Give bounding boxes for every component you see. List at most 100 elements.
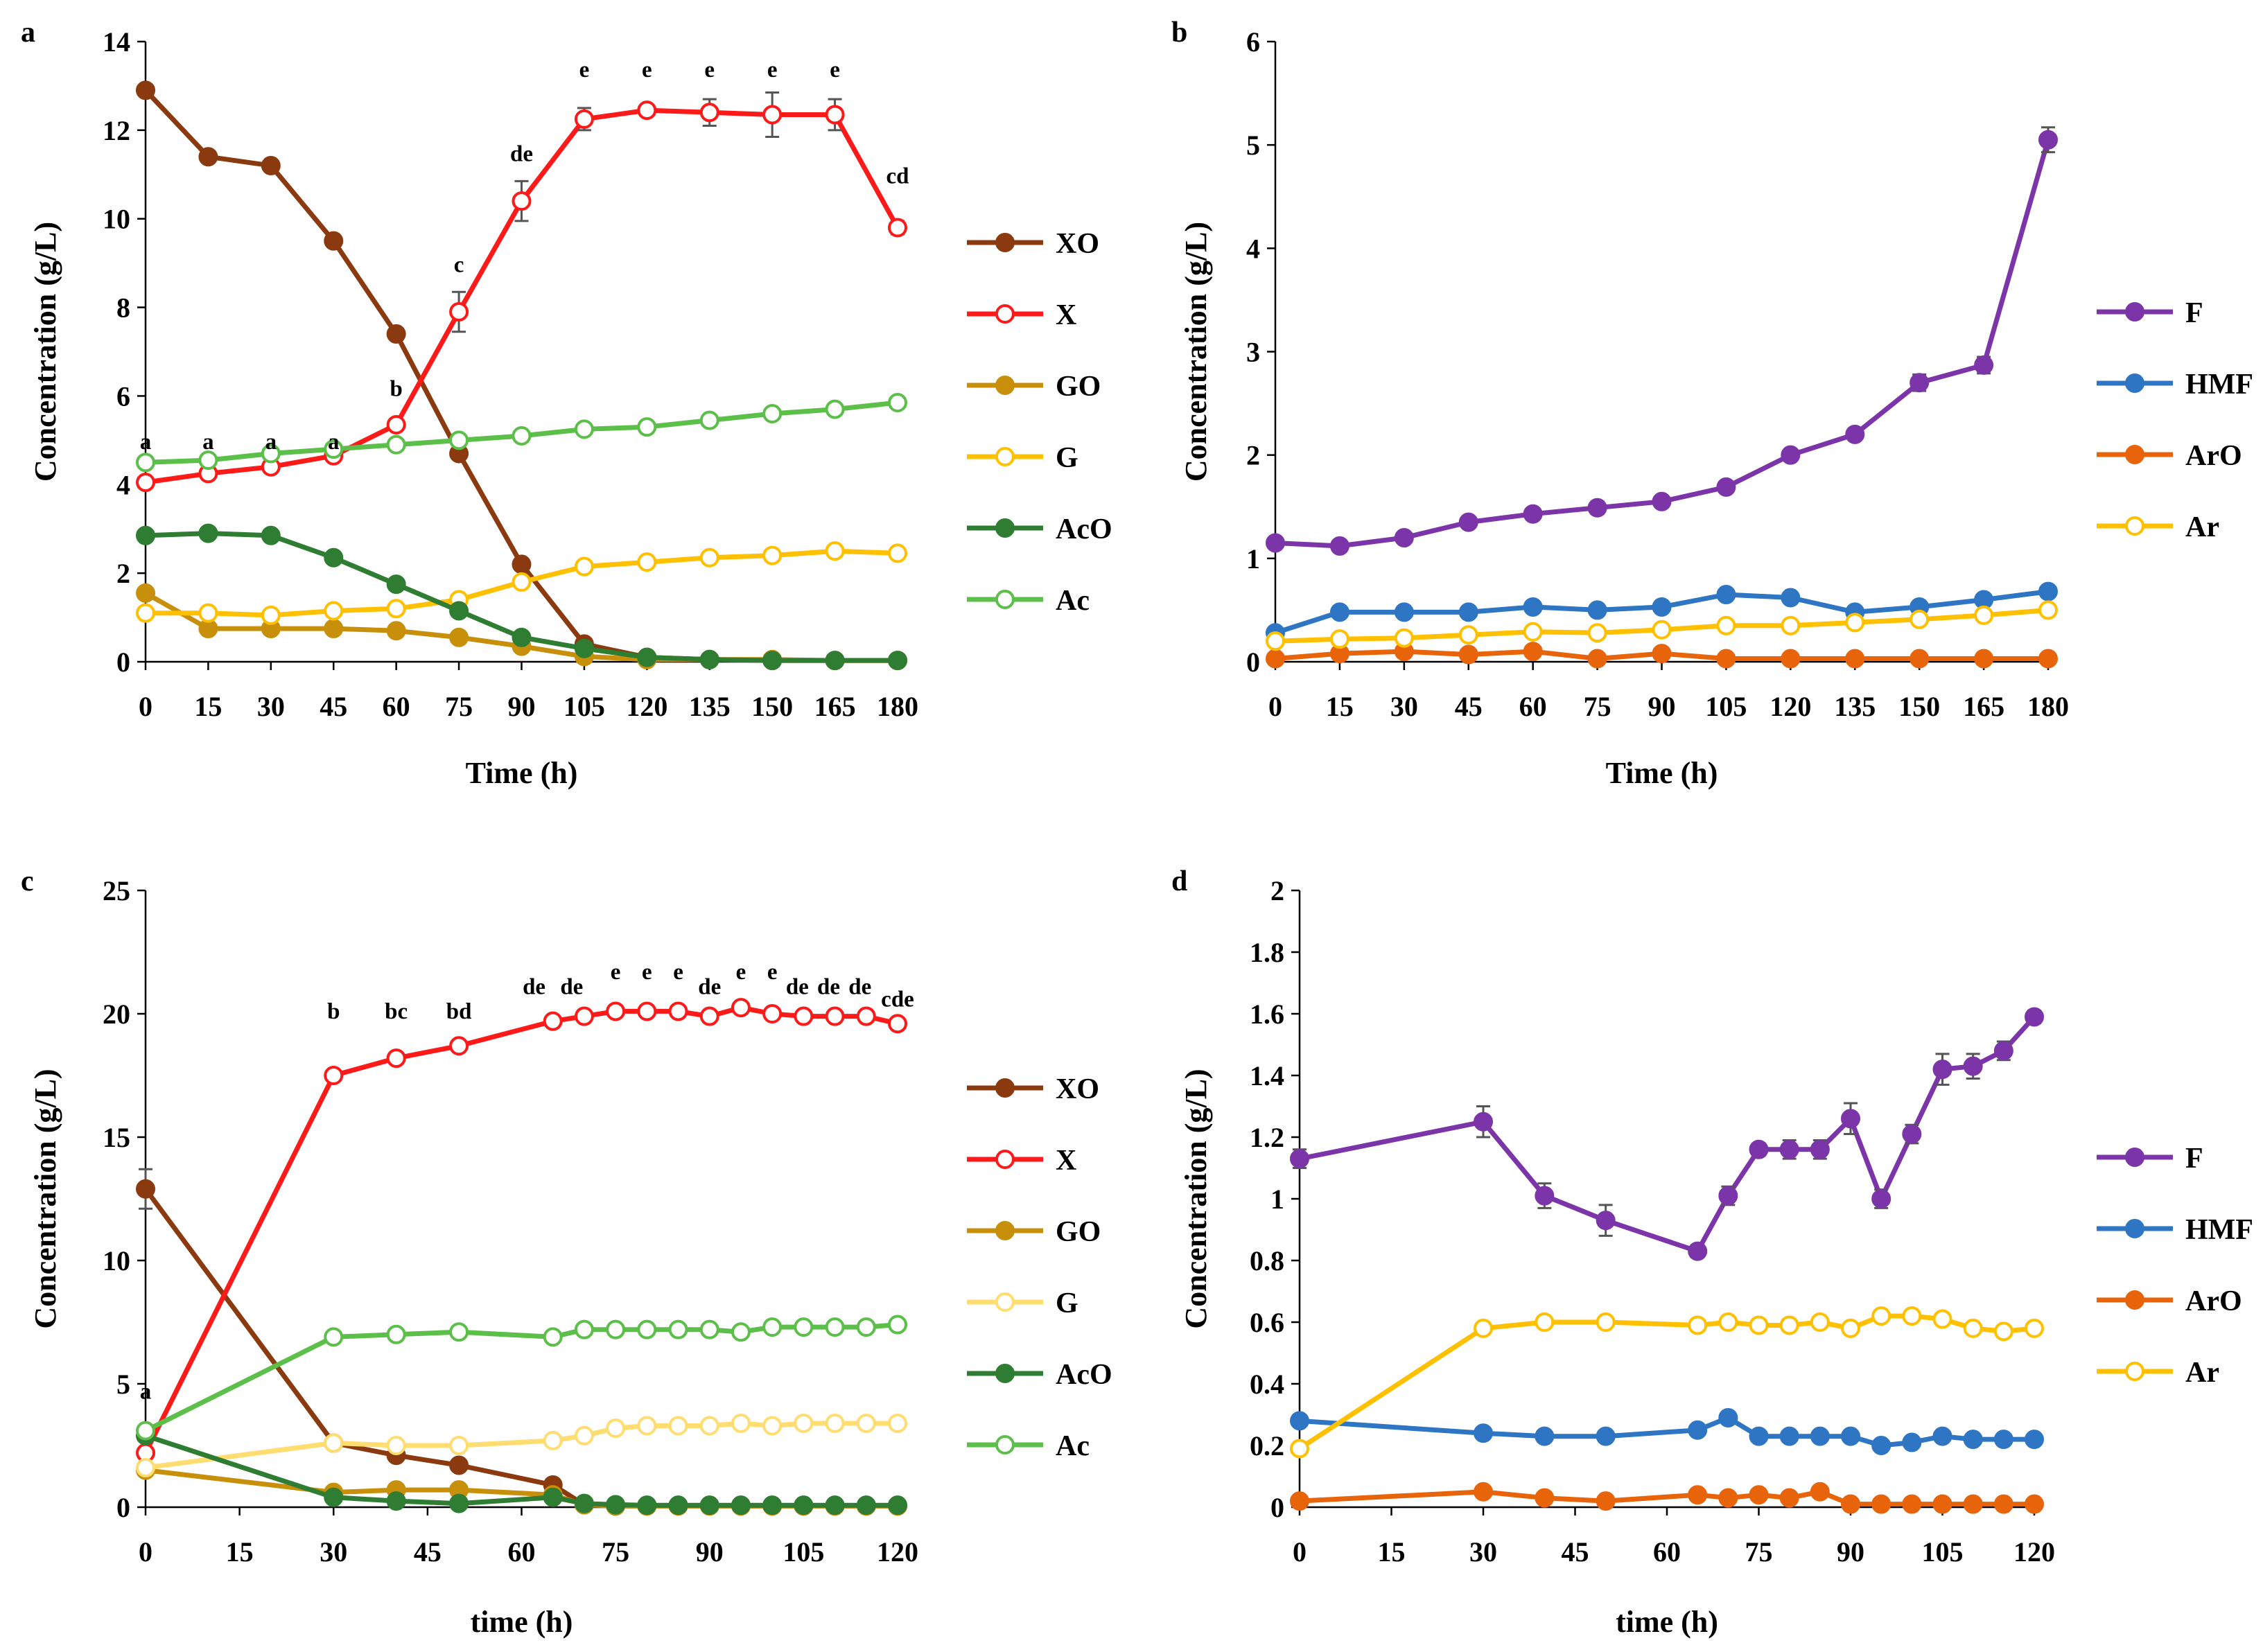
data-point xyxy=(699,547,719,568)
data-point xyxy=(198,450,218,471)
data-point xyxy=(637,1416,657,1436)
significance-label: e xyxy=(579,58,590,82)
significance-label: b xyxy=(390,376,402,401)
x-tick-label: 150 xyxy=(751,691,793,722)
y-axis-title: Concentration (g/L) xyxy=(1179,222,1213,482)
significance-label: de xyxy=(848,975,871,1000)
data-point xyxy=(1841,1318,1860,1338)
significance-label: e xyxy=(767,960,778,985)
legend-entry-xo: XO xyxy=(967,1073,1099,1105)
data-point xyxy=(136,583,155,603)
data-point xyxy=(1910,373,1930,393)
data-point xyxy=(1781,588,1801,608)
data-point xyxy=(136,1421,155,1441)
x-tick-label: 90 xyxy=(1837,1536,1864,1567)
data-point xyxy=(386,1324,406,1344)
y-tick-label: 14 xyxy=(103,26,130,58)
series-f xyxy=(1290,1007,2044,1261)
data-point xyxy=(261,605,281,625)
data-point xyxy=(1779,1139,1799,1159)
x-tick-label: 60 xyxy=(1519,691,1547,722)
legend-label: GO xyxy=(1056,1216,1101,1248)
data-point xyxy=(606,1001,626,1021)
data-point xyxy=(606,1418,626,1439)
x-axis-title: time (h) xyxy=(471,1605,573,1639)
data-point xyxy=(512,191,532,211)
x-tick-label: 0 xyxy=(139,691,152,722)
data-point xyxy=(637,1001,657,1021)
y-tick-label: 2 xyxy=(1270,875,1284,906)
series-line-f xyxy=(1275,139,2051,549)
x-tick-label: 90 xyxy=(696,1536,724,1567)
data-point xyxy=(1688,1315,1708,1335)
series-line-ac xyxy=(144,1322,898,1433)
data-point xyxy=(762,1495,783,1515)
data-point xyxy=(136,603,155,623)
data-point xyxy=(888,1014,907,1034)
legend-marker xyxy=(2125,302,2144,322)
legend-marker xyxy=(2125,1219,2144,1238)
data-point xyxy=(762,404,783,423)
significance-label: e xyxy=(830,58,840,82)
legend-entry-go: GO xyxy=(967,371,1101,403)
legend-marker xyxy=(995,1078,1015,1098)
legend-label: Ar xyxy=(2185,511,2219,543)
data-point xyxy=(1535,1488,1555,1508)
x-tick-label: 60 xyxy=(1653,1536,1681,1567)
data-point xyxy=(825,1006,845,1026)
data-point xyxy=(1652,597,1672,617)
x-tick-label: 0 xyxy=(1268,691,1282,722)
data-point xyxy=(198,147,218,167)
y-tick-label: 2 xyxy=(116,558,130,589)
x-tick-label: 150 xyxy=(1898,691,1940,722)
data-point xyxy=(888,1413,907,1433)
significance-label: de xyxy=(698,975,721,1000)
data-point xyxy=(1718,1312,1738,1332)
data-point xyxy=(762,1416,783,1436)
legend-label: X xyxy=(1056,299,1076,331)
legend-marker xyxy=(995,447,1015,466)
legend-entry-aco: AcO xyxy=(967,1359,1112,1391)
series-x xyxy=(136,91,907,493)
x-tick-label: 105 xyxy=(1922,1536,1964,1567)
y-tick-label: 3 xyxy=(1246,337,1260,368)
data-point xyxy=(1266,649,1285,669)
data-point xyxy=(1458,512,1478,532)
data-point xyxy=(1394,628,1414,648)
data-point xyxy=(699,1319,719,1339)
data-point xyxy=(1652,491,1672,511)
data-point xyxy=(825,1413,845,1433)
series-line-ar xyxy=(1298,1313,2035,1451)
x-tick-label: 75 xyxy=(445,691,473,722)
series-line-aro xyxy=(1299,1489,2034,1507)
series-line-g xyxy=(145,1421,898,1470)
series-hmf xyxy=(1290,1407,2044,1455)
data-point xyxy=(1535,1426,1555,1446)
data-point xyxy=(731,1413,751,1433)
x-tick-label: 0 xyxy=(1293,1536,1307,1567)
data-point xyxy=(762,1004,783,1023)
series-f xyxy=(1266,126,2058,556)
data-point xyxy=(512,627,532,647)
legend-marker xyxy=(995,590,1015,609)
data-point xyxy=(1841,1109,1860,1129)
data-point xyxy=(449,1322,469,1342)
data-point xyxy=(136,452,155,473)
legend-marker xyxy=(995,1150,1015,1169)
data-point xyxy=(136,1179,155,1199)
data-point xyxy=(386,599,406,619)
x-tick-label: 45 xyxy=(1562,1536,1589,1567)
x-tick-label: 15 xyxy=(1326,691,1354,722)
legend-label: HMF xyxy=(2185,369,2253,401)
x-tick-label: 30 xyxy=(1390,691,1418,722)
data-point xyxy=(1587,498,1607,518)
legend-label: XO xyxy=(1056,1073,1099,1105)
y-tick-label: 6 xyxy=(116,380,130,412)
legend-label: XO xyxy=(1056,228,1099,260)
data-point xyxy=(261,525,281,545)
data-point xyxy=(386,574,406,595)
legend-marker xyxy=(2125,516,2144,536)
data-point xyxy=(1781,445,1801,465)
